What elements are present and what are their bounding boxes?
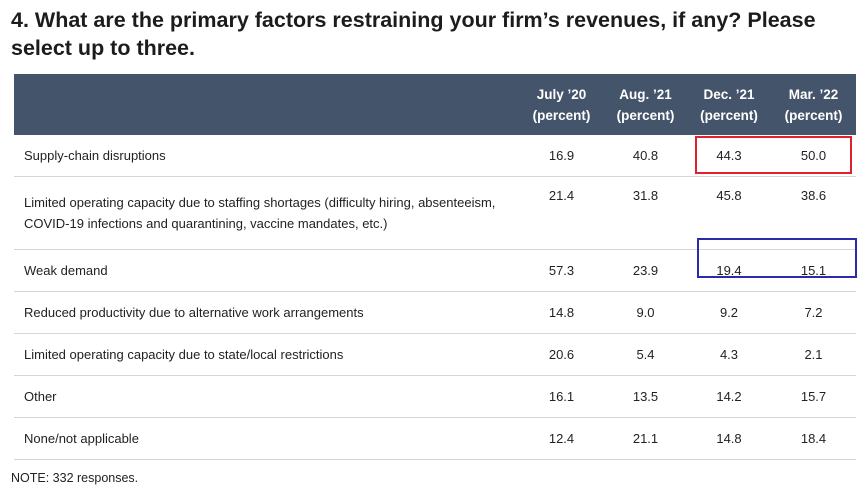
cell-value: 9.0 <box>604 291 687 334</box>
header-line1: July ’20 <box>536 86 587 102</box>
header-mar-22: Mar. ’22 (percent) <box>771 74 856 135</box>
table-row: None/not applicable 12.4 21.1 14.8 18.4 <box>14 417 856 460</box>
cell-value: 31.8 <box>604 176 687 250</box>
table-row: Supply-chain disruptions 16.9 40.8 44.3 … <box>14 135 856 177</box>
row-label: None/not applicable <box>14 417 519 460</box>
row-label: Supply-chain disruptions <box>14 135 519 177</box>
cell-value: 20.6 <box>519 333 604 376</box>
cell-value: 45.8 <box>687 176 771 250</box>
cell-value: 19.4 <box>687 249 771 292</box>
cell-value: 7.2 <box>771 291 856 334</box>
cell-value: 38.6 <box>771 176 856 250</box>
table-row: Other 16.1 13.5 14.2 15.7 <box>14 375 856 418</box>
table-row: Limited operating capacity due to state/… <box>14 333 856 376</box>
highlight-box-blue <box>697 238 857 278</box>
cell-value: 18.4 <box>771 417 856 460</box>
header-july-20: July ’20 (percent) <box>519 74 604 135</box>
header-line2: (percent) <box>532 107 591 123</box>
row-label: Weak demand <box>14 249 519 292</box>
cell-value: 4.3 <box>687 333 771 376</box>
cell-value: 5.4 <box>604 333 687 376</box>
table-row: Weak demand 57.3 23.9 19.4 15.1 <box>14 249 856 292</box>
cell-value: 16.9 <box>519 135 604 177</box>
results-table: July ’20 (percent) Aug. ’21 (percent) Dec.… <box>14 74 856 460</box>
cell-value: 21.4 <box>519 176 604 250</box>
row-label: Limited operating capacity due to staffi… <box>14 176 519 250</box>
table-header-row: July ’20 (percent) Aug. ’21 (percent) Dec.… <box>14 74 856 135</box>
cell-value: 14.2 <box>687 375 771 418</box>
cell-value: 21.1 <box>604 417 687 460</box>
table-row: Reduced productivity due to alternative … <box>14 291 856 334</box>
cell-value: 40.8 <box>604 135 687 177</box>
cell-value: 50.0 <box>771 135 856 177</box>
table-row: Limited operating capacity due to staffi… <box>14 176 856 250</box>
row-label: Limited operating capacity due to state/… <box>14 333 519 376</box>
header-line1: Dec. ’21 <box>703 86 755 102</box>
header-line2: (percent) <box>700 107 758 123</box>
row-label: Other <box>14 375 519 418</box>
header-label-cell <box>14 74 519 135</box>
cell-value: 14.8 <box>687 417 771 460</box>
cell-value: 16.1 <box>519 375 604 418</box>
header-aug-21: Aug. ’21 (percent) <box>604 74 687 135</box>
cell-value: 13.5 <box>604 375 687 418</box>
cell-value: 15.7 <box>771 375 856 418</box>
cell-value: 57.3 <box>519 249 604 292</box>
footnote: NOTE: 332 responses. <box>11 471 139 485</box>
cell-value: 12.4 <box>519 417 604 460</box>
row-label: Reduced productivity due to alternative … <box>14 291 519 334</box>
cell-value: 14.8 <box>519 291 604 334</box>
highlight-box-red <box>695 136 852 174</box>
header-line2: (percent) <box>616 107 675 123</box>
cell-value: 23.9 <box>604 249 687 292</box>
cell-value: 15.1 <box>771 249 856 292</box>
header-dec-21: Dec. ’21 (percent) <box>687 74 771 135</box>
question-title: 4. What are the primary factors restrain… <box>11 8 816 60</box>
cell-value: 2.1 <box>771 333 856 376</box>
cell-value: 44.3 <box>687 135 771 177</box>
header-line1: Aug. ’21 <box>619 86 672 102</box>
header-line2: (percent) <box>784 107 843 123</box>
cell-value: 9.2 <box>687 291 771 334</box>
header-line1: Mar. ’22 <box>788 86 839 102</box>
